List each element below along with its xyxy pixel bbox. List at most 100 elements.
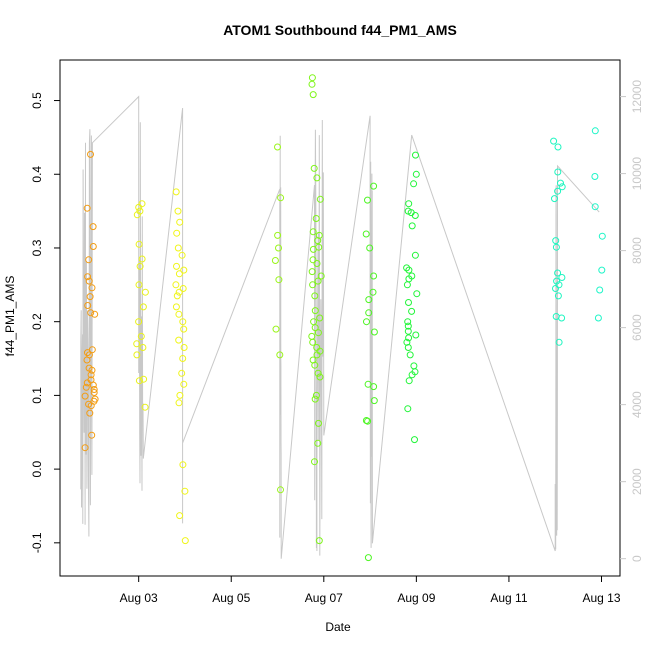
- data-point: [316, 195, 324, 203]
- data-point: [135, 240, 143, 248]
- data-point: [309, 338, 317, 346]
- y2-tick-label: 12000: [630, 80, 644, 114]
- data-point: [370, 328, 378, 336]
- data-point: [180, 325, 188, 333]
- data-point: [311, 307, 319, 315]
- data-point: [403, 264, 411, 272]
- data-point: [275, 276, 283, 284]
- data-point: [88, 366, 96, 374]
- data-point: [133, 211, 141, 219]
- data-point: [591, 203, 599, 211]
- data-point: [554, 187, 562, 195]
- data-point: [81, 444, 89, 452]
- x-tick-label: Aug 05: [212, 591, 250, 605]
- data-point: [309, 228, 317, 236]
- data-point: [403, 338, 411, 346]
- y-tick-label: 0.1: [30, 387, 44, 404]
- data-point: [558, 183, 566, 191]
- data-point: [408, 371, 416, 379]
- data-point: [405, 200, 413, 208]
- secondary-y-axis: 0 2000 4000 6000 8000 10000 12000: [620, 80, 644, 562]
- data-point: [175, 288, 183, 296]
- data-point: [555, 281, 563, 289]
- data-point: [139, 303, 147, 311]
- data-point: [181, 537, 189, 545]
- data-point: [552, 237, 560, 245]
- data-point: [90, 389, 98, 396]
- chart-title: ATOM1 Southbound f44_PM1_AMS: [223, 22, 457, 38]
- data-point: [84, 302, 92, 309]
- data-point: [314, 277, 322, 285]
- data-point: [554, 292, 562, 300]
- data-point: [174, 244, 182, 252]
- y-tick-label: 0.4: [30, 166, 44, 183]
- data-point: [370, 397, 378, 405]
- data-point: [180, 344, 188, 351]
- data-point: [139, 344, 147, 351]
- x-tick-label: Aug 07: [305, 591, 343, 605]
- data-point: [313, 174, 321, 182]
- y2-tick-label: 0: [630, 555, 644, 562]
- data-point: [370, 182, 378, 190]
- data-point: [364, 196, 371, 204]
- data-point: [85, 277, 93, 285]
- data-points-layer: [81, 74, 606, 562]
- data-point: [275, 244, 282, 252]
- data-point: [596, 286, 604, 294]
- data-point: [554, 269, 562, 277]
- plot-frame: [59, 59, 621, 577]
- y2-tick-label: 8000: [630, 237, 644, 264]
- data-point: [135, 203, 143, 211]
- data-point: [179, 285, 187, 292]
- data-point: [175, 336, 183, 344]
- data-point: [82, 383, 90, 391]
- data-point: [91, 310, 99, 318]
- y2-tick-label: 2000: [630, 468, 644, 495]
- y-tick-label: 0.0: [30, 460, 44, 477]
- data-point: [404, 405, 412, 413]
- data-point: [311, 292, 319, 300]
- data-point: [178, 369, 186, 377]
- data-point: [138, 255, 146, 263]
- data-point: [591, 127, 599, 135]
- data-point: [310, 164, 318, 172]
- data-point: [362, 417, 370, 424]
- x-tick-label: Aug 13: [582, 591, 620, 605]
- data-point: [555, 338, 563, 346]
- data-point: [598, 266, 606, 274]
- data-point: [86, 409, 94, 417]
- data-point: [89, 381, 97, 389]
- data-point: [179, 318, 187, 326]
- data-point: [133, 340, 141, 348]
- data-point: [173, 229, 181, 237]
- data-point: [141, 403, 149, 411]
- x-axis-label: Date: [325, 620, 351, 634]
- data-point: [180, 380, 188, 388]
- data-point: [87, 309, 95, 317]
- data-point: [309, 256, 317, 264]
- data-point: [558, 314, 566, 322]
- data-point: [312, 391, 320, 399]
- data-point: [412, 170, 420, 178]
- data-point: [308, 268, 316, 276]
- data-point: [550, 137, 558, 145]
- data-point: [176, 512, 184, 520]
- data-point: [272, 325, 280, 333]
- y-tick-label: -0.1: [30, 532, 44, 553]
- data-point: [176, 218, 184, 226]
- data-point: [370, 272, 378, 280]
- data-point: [410, 180, 418, 188]
- data-point: [551, 195, 558, 203]
- data-point: [369, 288, 377, 296]
- data-point: [404, 322, 412, 330]
- x-tick-label: Aug 11: [490, 591, 527, 605]
- data-point: [173, 292, 181, 300]
- data-point: [311, 361, 319, 369]
- data-point: [314, 329, 322, 337]
- data-point: [406, 351, 414, 359]
- data-point: [317, 272, 325, 280]
- data-point: [316, 314, 324, 322]
- data-point: [404, 344, 412, 351]
- data-point: [313, 260, 321, 267]
- data-point: [309, 281, 317, 289]
